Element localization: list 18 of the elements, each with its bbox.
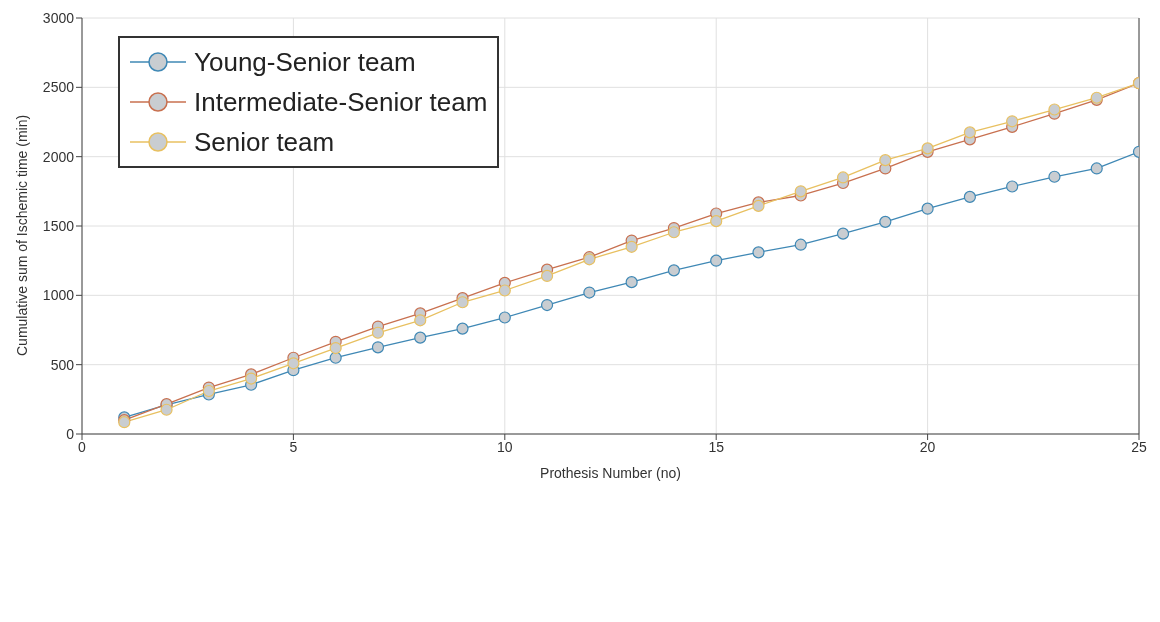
legend-label: Young-Senior team: [194, 46, 416, 78]
y-tick-label: 3000: [42, 9, 75, 26]
y-tick-label: 500: [50, 356, 75, 373]
x-axis-title: Prothesis Number (no): [540, 465, 681, 481]
x-tick-label: 10: [497, 438, 513, 455]
x-tick-label: 25: [1131, 438, 1147, 455]
y-axis-title: Cumulative sum of Ischemic time (min): [13, 114, 30, 356]
y-tick-label: 1000: [42, 287, 75, 304]
y-tick-label: 2000: [42, 148, 75, 165]
x-tick-label: 5: [289, 438, 298, 455]
x-tick-label: 20: [919, 438, 936, 455]
y-tick-label: 1500: [42, 217, 75, 234]
x-tick-label: 0: [78, 438, 87, 455]
legend-label: Intermediate-Senior team: [194, 86, 488, 118]
x-tick-label: 15: [708, 438, 725, 455]
y-tick-label: 2500: [42, 79, 75, 96]
legend-label: Senior team: [194, 126, 335, 158]
y-tick-label: 0: [66, 425, 75, 442]
